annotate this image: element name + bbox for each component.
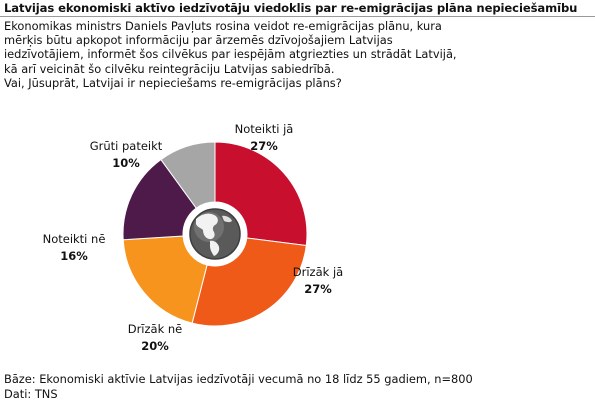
- slice-value-label: 27%: [304, 282, 332, 296]
- slice-value-label: 27%: [250, 139, 278, 153]
- donut-slice: [214, 141, 308, 247]
- source-note: Dati: TNS: [4, 387, 58, 401]
- slice-label: Drīzāk nē: [128, 322, 183, 336]
- slice-label: Noteikti jā: [235, 122, 294, 136]
- slice-value-label: 20%: [141, 339, 169, 353]
- slice-value-label: 10%: [112, 156, 140, 170]
- question-line: Ekonomikas ministrs Daniels Pavļuts rosi…: [4, 19, 442, 33]
- slice-label: Drīzāk jā: [293, 265, 343, 279]
- footer: Bāze: Ekonomiski aktīvie Latvijas iedzīv…: [4, 372, 592, 402]
- slice-label: Grūti pateikt: [90, 139, 163, 153]
- slice-value-label: 16%: [60, 249, 88, 263]
- donut-slice: [191, 237, 307, 327]
- question-line: kā arī veicināt šo cilvēku reintegrāciju…: [4, 61, 335, 76]
- donut-slices: [122, 141, 308, 327]
- slice-labels: Noteikti jā 27% Drīzāk jā 27% Drīzāk nē 20% No…: [43, 122, 344, 353]
- question-line: iedzīvotājiem, informēt šos cilvēkus par…: [4, 47, 457, 62]
- question-text: Ekonomikas ministrs Daniels Pavļuts rosi…: [4, 19, 592, 90]
- donut-slice: [122, 235, 208, 324]
- question-line: Vai, Jūsuprāt, Latvijai ir nepieciešams …: [4, 75, 342, 90]
- globe-icon: [186, 205, 244, 263]
- title-divider: [0, 16, 595, 17]
- donut-slice: [122, 158, 197, 241]
- question-line: mērķis būtu apkopot informāciju par ārze…: [4, 33, 393, 48]
- base-note: Bāze: Ekonomiski aktīvie Latvijas iedzīv…: [4, 372, 473, 386]
- donut-slice: [160, 141, 216, 209]
- chart-title: Latvijas ekonomiski aktīvo iedzīvotāju v…: [4, 1, 578, 15]
- slice-label: Noteikti nē: [43, 232, 106, 246]
